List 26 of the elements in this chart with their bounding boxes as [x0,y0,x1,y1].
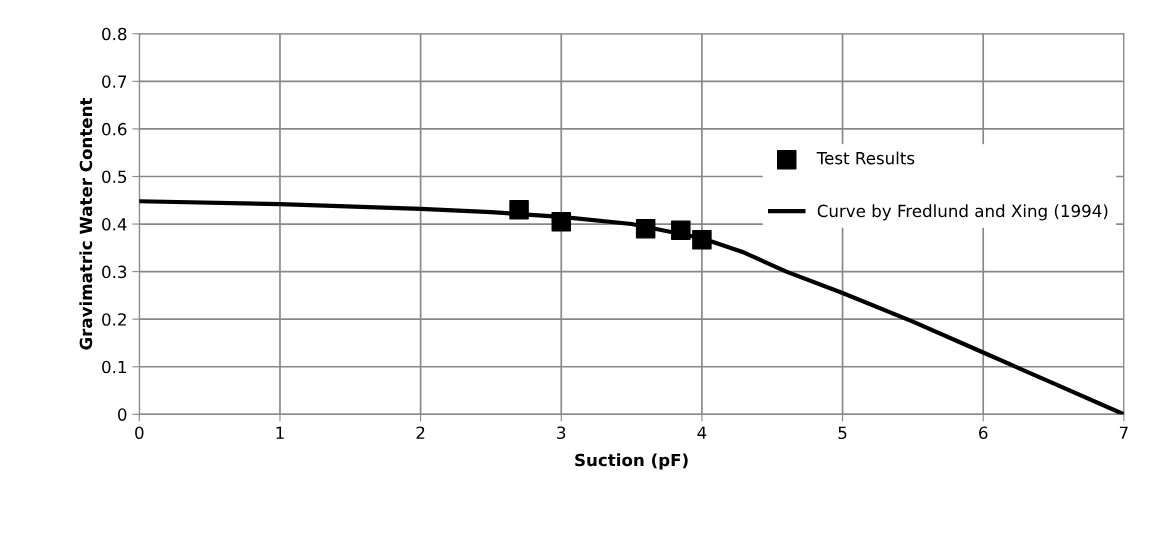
x-tick-label: 4 [697,426,707,439]
x-tick-label: 2 [416,426,425,439]
y-tick-label: 0 [118,408,127,421]
x-tick-label: 3 [557,426,566,440]
y-tick-label: 0.2 [102,313,126,326]
y-tick-label: 0.3 [102,265,127,279]
legend-label: Test Results [816,151,915,165]
point [551,211,572,232]
y-tick-label: 0.1 [102,360,126,374]
y-tick-label: 0.4 [102,218,127,231]
x-tick-label: 1 [276,426,284,439]
x-tick-label: 6 [979,426,988,440]
y-tick-label: 0.6 [102,122,127,136]
x-tick-label: 5 [838,426,847,440]
y-tick-label: 0.5 [102,170,127,184]
y-axis-title: Gravimatric Water Content [79,97,93,350]
y-tick-label: 0.8 [102,27,127,41]
point [671,220,691,240]
legend-label: Curve by Fredlund and Xing (1994) [817,204,1108,221]
point [692,229,712,250]
point [509,200,529,220]
x-tick-label: 0 [135,426,144,440]
x-axis-title: Suction (pF) [575,453,688,470]
point [635,219,656,239]
y-tick-label: 0.7 [102,75,127,88]
x-tick-label: 7 [1119,426,1128,439]
